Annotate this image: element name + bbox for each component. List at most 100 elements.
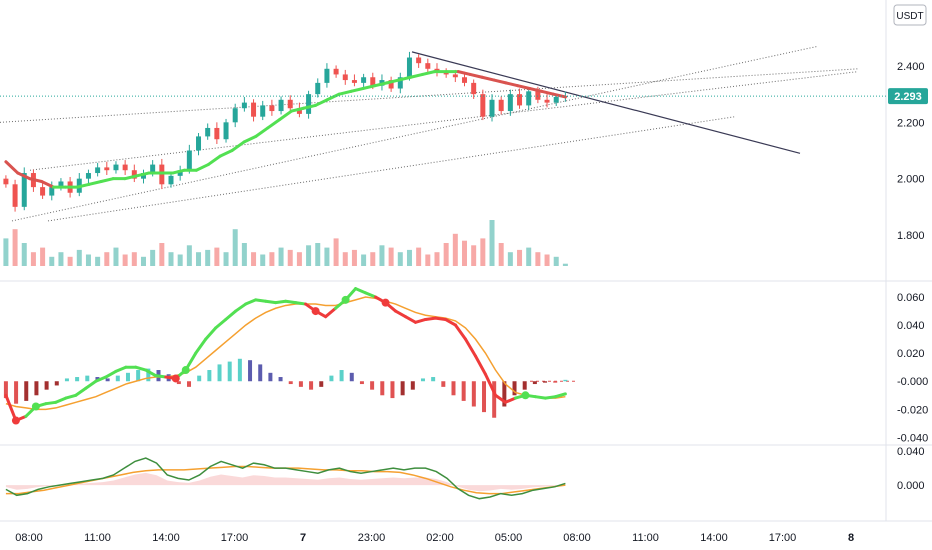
macd-segment [463,337,477,358]
candle-body [3,178,9,185]
macd-hist-bar [197,375,202,382]
macd-hist-bar [522,381,527,390]
macd-segment [553,392,567,399]
macd-segment [94,375,108,383]
volume-bar [168,252,174,266]
candle-body [388,80,394,89]
macd-hist-bar [125,372,130,382]
macd-hist-bar [329,375,334,382]
ma-segment [480,75,496,82]
macd-tick-label: -0.020 [897,404,928,416]
macd-segment [214,317,228,330]
panel-separators [0,0,932,522]
volume-bar [67,256,73,266]
volume-bar [113,247,119,266]
macd-segment [543,395,557,400]
signal-line [5,296,566,411]
macd-segment [244,298,258,306]
candle-body [517,94,523,106]
trend-lines[interactable] [0,45,859,222]
macd-hist-bar [288,381,293,385]
volume-bar [498,243,504,266]
ma-segment [254,126,270,138]
moving-average-line [4,70,567,189]
volume-bar [535,252,541,266]
candle-body [416,57,422,64]
candle-body [553,96,559,103]
ma-segment [397,75,413,82]
macd-cross-marker [311,307,320,316]
volume-bar [553,256,559,266]
oscillator-axis[interactable]: 0.040 0.000 [897,446,925,492]
trend-line[interactable] [47,116,736,222]
macd-hist-bar [410,381,415,390]
volume-bar [3,238,9,266]
macd-segment [533,395,547,400]
volume-bar [196,252,202,266]
volume-bar [544,254,550,266]
volume-bar [58,252,64,266]
volume-bar [21,243,27,266]
volume-bar [260,254,266,266]
candle-body [296,108,302,114]
candle-body [489,99,495,117]
volume-bar [223,252,229,266]
ma-segment [206,154,222,167]
candle-body [315,82,321,95]
time-tick-label: 23:00 [358,532,386,544]
volume-bar [122,254,128,266]
candle-body [177,170,183,176]
macd-segment [234,302,248,313]
trend-line[interactable] [29,71,859,171]
macd-hist-bar [390,381,395,399]
macd-hist-bar [14,381,19,404]
macd-cross-marker [341,295,350,304]
candle-body [370,77,376,86]
ma-segment [123,174,139,181]
volume-bar [342,252,348,266]
volume-bar [370,252,376,266]
macd-segment [444,317,457,327]
candle-body [452,74,458,78]
candle-body [507,94,513,112]
oscillator-lines [5,457,566,500]
volume-bar [379,245,385,266]
candle-body [95,167,101,174]
volume-bar [251,252,257,266]
candle-body [58,181,64,188]
volume-bar [95,256,101,266]
time-tick-label: 17:00 [221,532,249,544]
macd-segment [424,316,438,321]
candle-body [49,187,55,196]
time-axis[interactable]: 08:00 11:00 14:00 17:00 7 23:00 02:00 05:00 08:0… [15,532,854,544]
time-tick-label: 05:00 [495,532,523,544]
macd-hist-bar [461,381,466,401]
ma-segment [409,72,425,79]
oscillator-area-fill [5,472,566,492]
unit-label: USDT [896,11,923,22]
macd-segment [144,368,158,378]
oscillator-tick-label: 0.000 [897,480,925,492]
macd-hist-bar [64,378,69,382]
macd-segment [483,372,497,397]
volume-bar [562,263,568,266]
macd-hist-bar [136,370,141,382]
macd-hist-bar [471,381,476,407]
volume-bar [324,247,330,266]
volume-bar [351,249,357,266]
macd-segment [224,309,238,321]
ma-segment [218,148,234,158]
trend-line[interactable] [411,51,801,154]
candle-body [306,94,312,114]
trend-line[interactable] [11,45,819,222]
ma-segment [230,140,246,152]
ma-segment [16,171,32,181]
ma-segment [385,78,401,85]
candle-body [333,68,339,75]
macd-hist-bar [207,370,212,382]
macd-axis[interactable]: 0.060 0.040 0.020 -0.000 -0.020 -0.040 [897,292,928,444]
ma-segment [540,89,555,96]
trend-line[interactable] [0,68,859,123]
